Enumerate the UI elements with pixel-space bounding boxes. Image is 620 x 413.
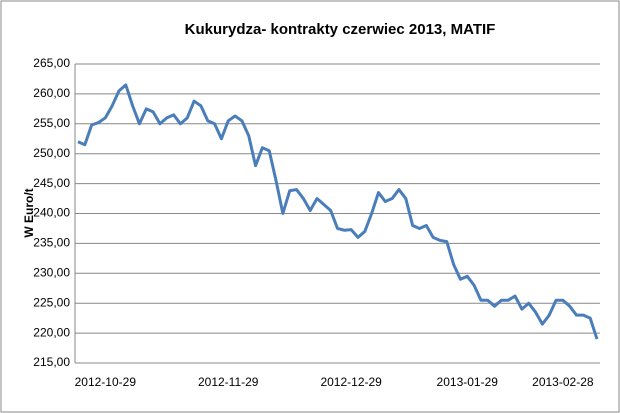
y-tick-label: 220,00 (33, 325, 70, 339)
y-tick-label: 225,00 (33, 295, 70, 309)
y-tick-label: 235,00 (33, 236, 70, 250)
y-tick-label: 245,00 (33, 176, 70, 190)
y-tick-label: 265,00 (33, 56, 70, 70)
x-tick-label: 2013-01-29 (437, 375, 499, 389)
y-tick-label: 230,00 (33, 265, 70, 279)
x-tick-label: 2012-12-29 (320, 375, 382, 389)
y-tick-label: 240,00 (33, 206, 70, 220)
x-tick-label: 2012-10-29 (75, 375, 137, 389)
data-line (77, 83, 599, 340)
y-tick-label: 260,00 (33, 86, 70, 100)
x-tick-label: 2013-02-28 (532, 375, 594, 389)
y-tick-label: 215,00 (33, 355, 70, 369)
chart-title: Kukurydza- kontrakty czerwiec 2013, MATI… (185, 21, 496, 38)
x-tick-label: 2012-11-29 (198, 375, 259, 389)
y-tick-label: 250,00 (33, 146, 70, 160)
y-tick-label: 255,00 (33, 116, 70, 130)
y-axis-label: W Euro/t (22, 188, 36, 237)
